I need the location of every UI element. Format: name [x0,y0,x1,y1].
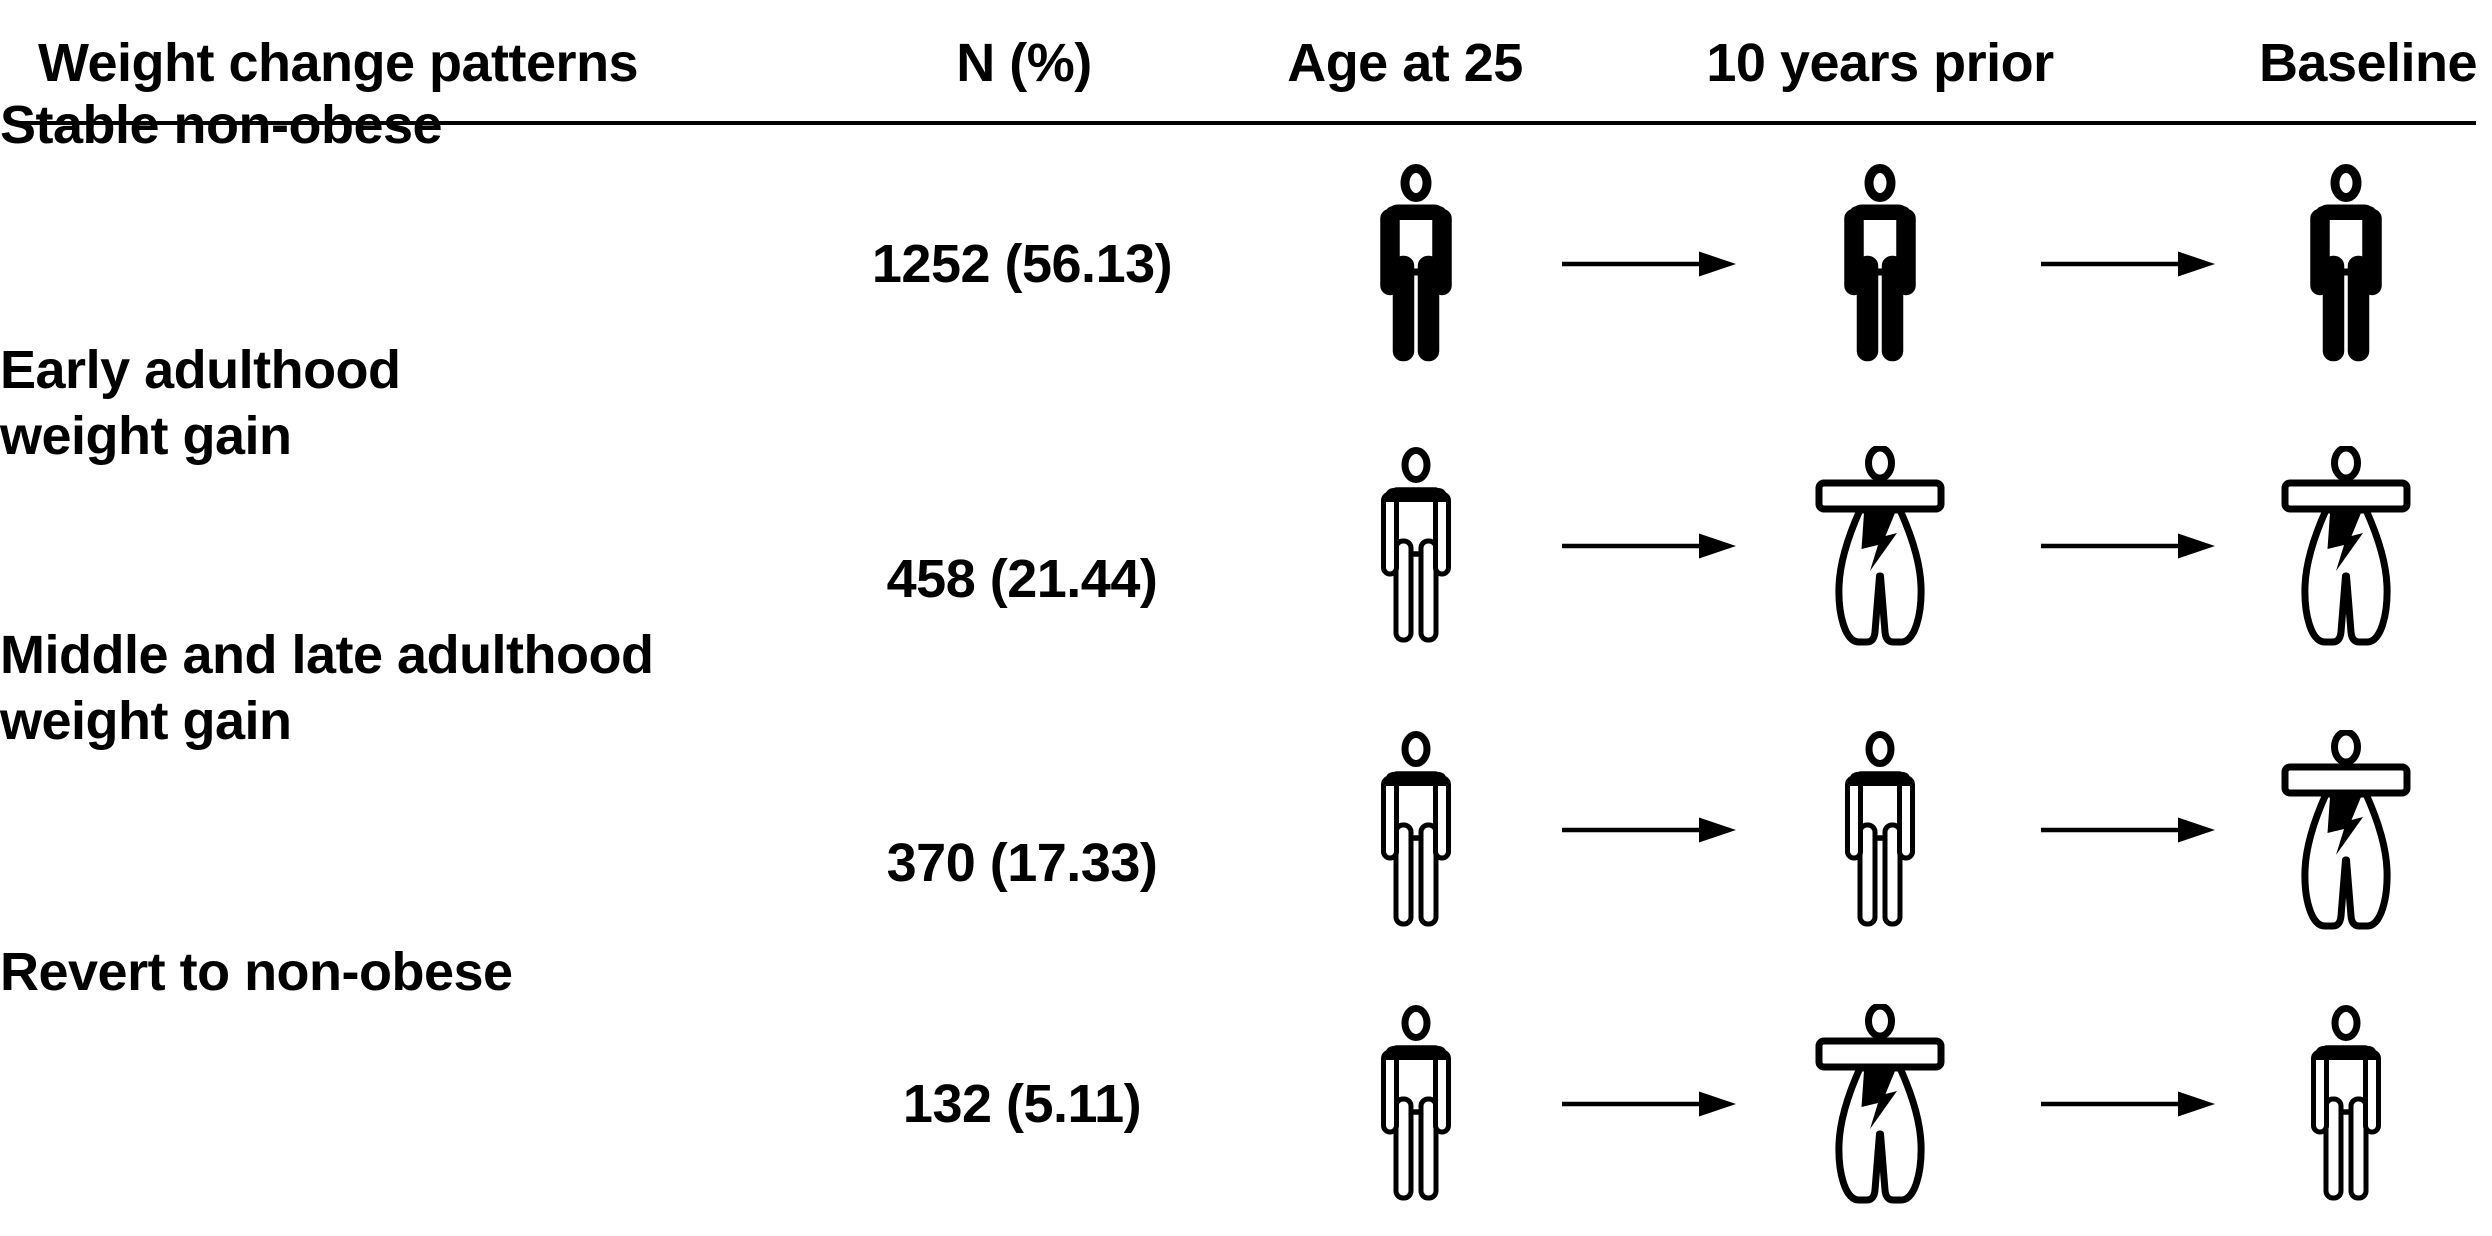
n-percent-value: 458 (21.44) [886,548,1158,609]
row-label: Revert to non-obese [0,939,2492,1005]
non-obese-icon [2302,1004,2390,1204]
figure-age-25 [1372,446,1460,646]
row-label-line: weight gain [0,406,292,466]
obese-icon [1815,446,1945,646]
arrow-right-icon [2038,530,2218,562]
row-label-line: Revert to non-obese [0,942,513,1002]
non-obese-icon [1372,164,1460,364]
row-label: Stable non-obese [0,92,2492,158]
column-header-baseline: Baseline [2258,32,2478,93]
table-row-middle-late-adulthood-weight-gain: Middle and late adulthood weight gain 37… [0,625,2492,972]
table-row-stable-non-obese: Stable non-obese 1252 (56.13) [0,95,2492,403]
n-percent-value: 1252 (56.13) [871,234,1173,294]
non-obese-icon [1836,730,1924,930]
non-obese-icon [2302,164,2390,364]
figure-baseline [2302,164,2390,364]
figure-age-25 [1372,1004,1460,1204]
figure-age-25 [1372,164,1460,364]
row-label-line: Early adulthood [0,340,401,400]
obese-icon [2281,730,2411,930]
non-obese-icon [1836,164,1924,364]
arrow-right-icon [2038,1088,2218,1120]
figure-10-years-prior [1836,730,1924,930]
figure-10-years-prior [1836,164,1924,364]
table-row-early-adulthood-weight-gain: Early adulthood weight gain 458 (21.44) [0,340,2492,688]
row-label: Middle and late adulthood weight gain [0,622,2492,754]
arrow-right-icon [1559,814,1739,846]
row-label-line: weight gain [0,691,292,751]
n-percent-value: 370 (17.33) [886,833,1158,893]
row-label-line: Stable non-obese [0,95,443,155]
arrow-right-icon [1559,1088,1739,1120]
column-header-age-at-25: Age at 25 [1287,32,1523,93]
table-row-revert-to-non-obese: Revert to non-obese 132 (5.11) [0,942,2492,1236]
arrow-right-icon [1559,530,1739,562]
arrow-right-icon [2038,814,2218,846]
column-header-weight-change-patterns: Weight change patterns [38,32,639,93]
non-obese-icon [1372,730,1460,930]
column-header-n-percent: N (%) [956,32,1092,93]
row-label: Early adulthood weight gain [0,337,2492,469]
n-percent-value: 132 (5.11) [902,1074,1142,1134]
row-label-line: Middle and late adulthood [0,625,654,685]
figure-baseline [2302,1004,2390,1204]
figure-baseline [2281,730,2411,930]
figure-10-years-prior [1815,446,1945,646]
arrow-right-icon [2038,248,2218,280]
table-header: Weight change patterns N (%) Age at 25 1… [0,0,2492,125]
figure-age-25 [1372,730,1460,930]
non-obese-icon [1372,1004,1460,1204]
obese-icon [1815,1004,1945,1204]
column-header-10-years-prior: 10 years prior [1706,32,2054,93]
obese-icon [2281,446,2411,646]
figure-baseline [2281,446,2411,646]
figure-10-years-prior [1815,1004,1945,1204]
non-obese-icon [1372,446,1460,646]
arrow-right-icon [1559,248,1739,280]
